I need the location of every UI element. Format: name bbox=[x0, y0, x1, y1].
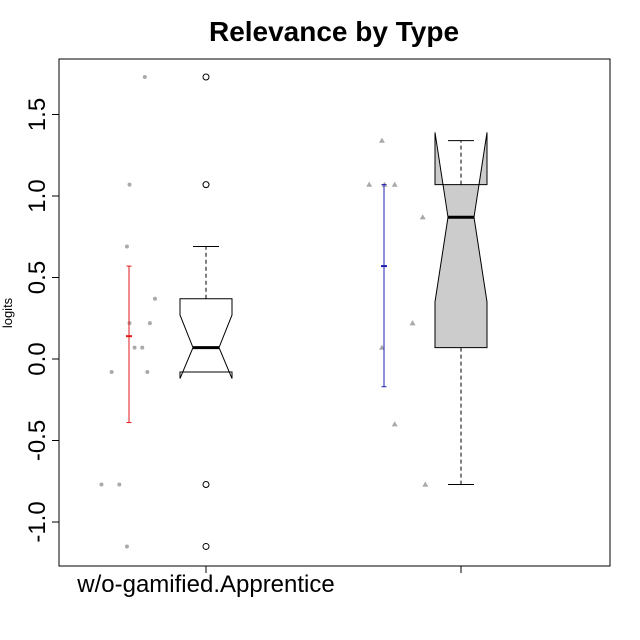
data-point bbox=[409, 320, 416, 326]
outlier-point bbox=[202, 481, 210, 489]
plot-frame bbox=[58, 58, 611, 567]
box bbox=[179, 298, 233, 379]
data-point bbox=[378, 137, 385, 143]
data-point bbox=[145, 370, 150, 375]
y-tick-label: -1.0 bbox=[24, 501, 51, 542]
x-tick-label: w/o-gamified.Apprentice bbox=[76, 571, 334, 598]
data-point bbox=[109, 370, 114, 375]
data-point bbox=[378, 344, 385, 350]
group-2 bbox=[366, 132, 488, 487]
y-tick-label: -0.5 bbox=[24, 420, 51, 461]
outlier-point bbox=[202, 73, 210, 81]
data-point bbox=[147, 321, 152, 326]
data-point bbox=[132, 345, 137, 350]
data-point bbox=[391, 181, 398, 187]
data-point bbox=[391, 421, 398, 427]
box bbox=[434, 132, 488, 349]
data-point bbox=[127, 182, 132, 187]
y-tick-label: 1.5 bbox=[24, 98, 51, 131]
data-point bbox=[419, 214, 426, 220]
data-point bbox=[124, 544, 129, 549]
data-point bbox=[140, 345, 145, 350]
data-point bbox=[99, 482, 104, 487]
data-point bbox=[142, 75, 147, 80]
chart-title: Relevance by Type bbox=[209, 16, 459, 47]
y-axis: -1.0 -0.5 0.0 0.5 1.0 1.5 bbox=[24, 98, 60, 543]
data-point bbox=[117, 482, 122, 487]
group-1 bbox=[99, 73, 233, 550]
data-point bbox=[153, 296, 157, 301]
y-tick-label: 1.0 bbox=[24, 179, 51, 212]
outlier-point bbox=[202, 181, 210, 189]
data-point bbox=[124, 244, 129, 249]
chart-marks bbox=[99, 73, 488, 550]
y-axis-label: logits bbox=[0, 297, 15, 328]
data-point bbox=[422, 481, 429, 487]
y-tick-label: 0.5 bbox=[24, 261, 51, 294]
data-point bbox=[366, 181, 373, 187]
outlier-point bbox=[202, 542, 210, 550]
x-axis: w/o-gamified.Apprentice bbox=[76, 566, 462, 598]
y-tick-label: 0.0 bbox=[24, 342, 51, 375]
